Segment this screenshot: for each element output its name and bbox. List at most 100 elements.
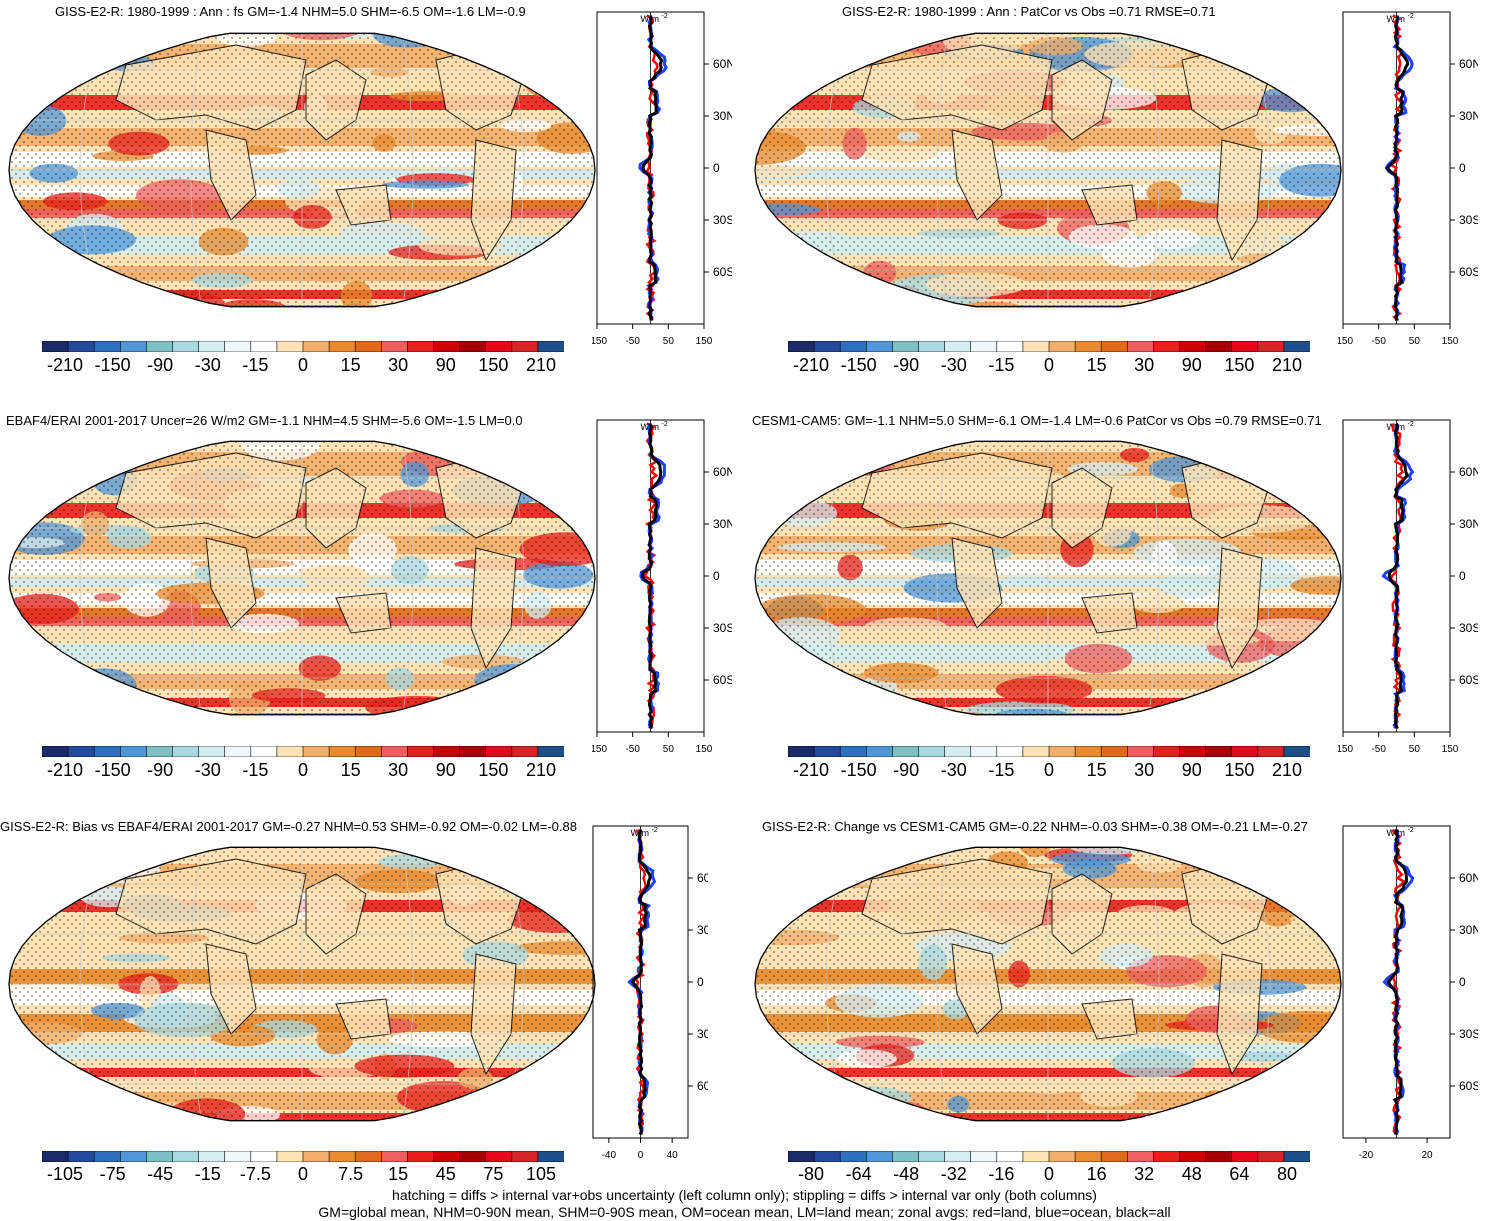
robinson-map [8,440,596,716]
colorbar-tick-label: 210 [1271,355,1303,375]
map-anomaly-blob [9,639,56,675]
colorbar-swatch [892,341,920,352]
colorbar [42,341,564,352]
colorbar-tick-label: 15 [1086,355,1107,375]
ytick-label: 30N [1459,109,1478,123]
colorbar-swatch [1231,746,1259,757]
colorbar-swatch [146,341,174,352]
map-field [9,441,595,715]
map-field [755,847,1341,1121]
colorbar-swatch [93,1151,121,1162]
ytick-label: 60N [1459,871,1478,885]
panel-title: CESM1-CAM5: GM=-1.1 NHM=5.0 SHM=-6.1 OM=… [752,413,1322,428]
ytick-label: 30N [697,923,708,937]
xtick-label: -20 [1359,1150,1374,1161]
map-anomaly-blob [31,1098,102,1109]
colorbar-swatch [1048,341,1076,352]
colorbar-swatch [120,1151,148,1162]
colorbar-tick-label: 150 [1224,760,1255,780]
colorbar-swatch [1153,746,1181,757]
map-anomaly-blob [760,1098,835,1121]
map-anomaly-blob [816,282,843,304]
colorbar-swatch [67,341,95,352]
colorbar-swatch [459,1151,487,1162]
zonal-line-land [633,829,647,1135]
colorbar-swatch [1074,746,1102,757]
colorbar-swatch [485,746,513,757]
colorbar-swatch [433,341,461,352]
colorbar-swatch [276,1151,304,1162]
colorbar-tick-label: -16 [988,1164,1015,1184]
colorbar-swatch [813,1151,841,1162]
colorbar-swatch [302,746,330,757]
robinson-map [6,836,596,1122]
colorbar-swatch [866,341,894,352]
robinson-map [754,32,1342,308]
map-field [6,836,595,1121]
colorbar-swatch [1074,1151,1102,1162]
map-anomaly-blob [758,266,831,278]
colorbar-tick-label: 32 [1134,1164,1155,1184]
colorbar-tick-label: 90 [1181,760,1202,780]
colorbar-swatch [511,1151,539,1162]
zonal-line-ocean [627,829,657,1136]
colorbar-tick-label: -48 [893,1164,920,1184]
colorbar-swatch [433,1151,461,1162]
colorbar-tick-label: 210 [525,760,557,780]
graticule-meridian [936,441,950,715]
map-anomaly-blob [477,1102,573,1121]
zonal-line-land [642,422,659,729]
zonal-line-all [641,15,664,321]
colorbar-swatch [380,746,408,757]
colorbar-swatch [1205,1151,1233,1162]
map-anomaly-blob [475,278,507,301]
colorbar-tick-label: 90 [1181,355,1202,375]
colorbar-tick-label: 30 [388,355,409,375]
map-anomaly-blob [505,1086,548,1105]
map-anomaly-blob [70,874,94,892]
robinson-map [8,32,596,308]
map-anomaly-blob [23,44,57,62]
colorbar-tick-label: 64 [1229,1164,1250,1184]
colorbar-swatch [407,341,435,352]
zonal-line-all [1386,828,1409,1135]
graticule-meridian [400,441,414,715]
colorbar-tick-label: -15 [988,355,1015,375]
graticule-meridian [1146,33,1160,307]
colorbar-tick-label: -30 [194,355,221,375]
colorbar-swatch [328,1151,356,1162]
colorbar-swatch [276,341,304,352]
robinson-map [754,440,1342,716]
colorbar-swatch [93,341,121,352]
colorbar-swatch [1048,1151,1076,1162]
colorbar-swatch [485,1151,513,1162]
ytick-label: 60N [697,871,708,885]
colorbar-swatch [172,1151,200,1162]
colorbar [42,746,564,757]
ytick-label: 30S [697,1027,708,1041]
map-anomaly-blob [835,855,867,880]
zonal-line-all [1385,15,1410,321]
colorbar-swatch [996,746,1024,757]
colorbar-swatch [146,1151,174,1162]
colorbar-tick-label: 150 [478,355,509,375]
unit-exponent: -2 [662,13,668,20]
colorbar-swatch [1100,341,1128,352]
map-anomaly-blob [1192,447,1268,458]
graticule-meridian [400,33,414,307]
colorbar-swatch [866,746,894,757]
map-anomaly-blob [6,836,46,848]
map-anomaly-blob [9,265,56,294]
colorbar-tick-label: -30 [940,760,967,780]
colorbar-swatch [1205,746,1233,757]
ytick-label: 60S [713,673,732,687]
map-anomaly-blob [10,453,63,488]
colorbar-swatch [1231,1151,1259,1162]
colorbar-swatch [866,1151,894,1162]
ytick-label: 0 [1459,161,1466,175]
colorbar-swatch [1153,1151,1181,1162]
colorbar-swatch [1022,341,1050,352]
colorbar-swatch [788,341,815,352]
unit-exponent: -2 [1408,13,1414,20]
graticule-meridian [1146,847,1160,1121]
